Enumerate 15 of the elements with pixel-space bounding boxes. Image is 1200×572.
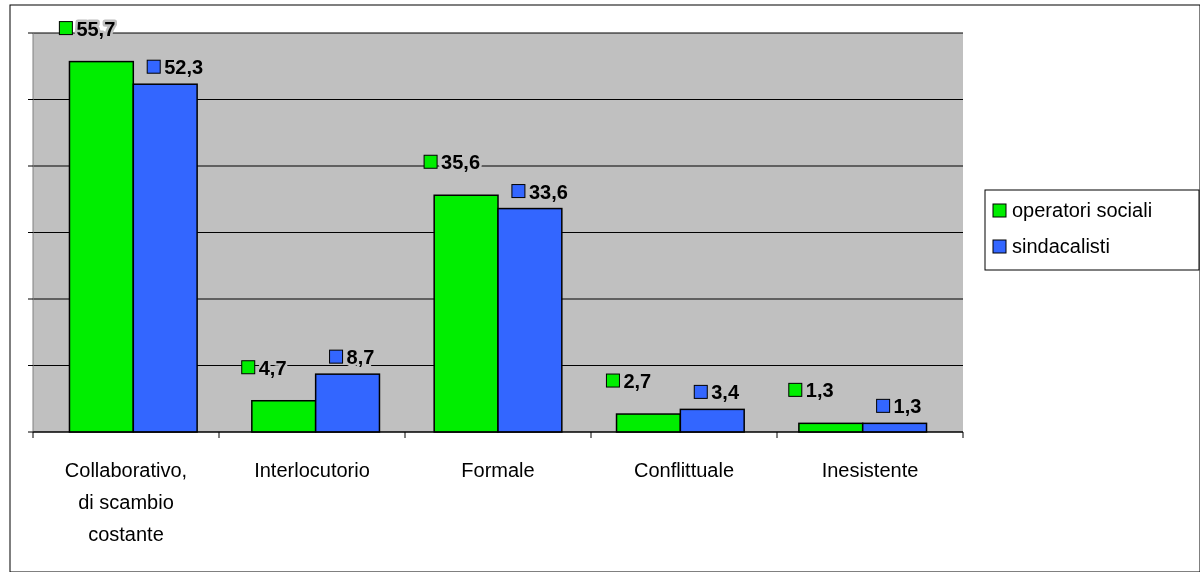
x-tick-label: Conflittuale [633, 459, 735, 481]
data-label: 8,7 [346, 346, 375, 369]
x-tick-label: Inesistente [821, 459, 919, 481]
x-tick-label: Collaborativo, di scambio costante [64, 459, 188, 545]
data-label: 3,4 [711, 381, 740, 404]
x-tick-label: Interlocutorio [254, 459, 370, 481]
data-label: 35,6 [441, 151, 481, 174]
legend-label: operatori sociali [1012, 199, 1153, 221]
data-label: 1,3 [805, 379, 834, 402]
data-label: 33,6 [528, 180, 568, 203]
data-label: 1,3 [893, 395, 922, 418]
legend-label: sindacalisti [1012, 235, 1110, 257]
data-label: 52,3 [164, 56, 204, 79]
data-label: 2,7 [623, 370, 652, 393]
x-tick-label: Formale [461, 459, 535, 481]
